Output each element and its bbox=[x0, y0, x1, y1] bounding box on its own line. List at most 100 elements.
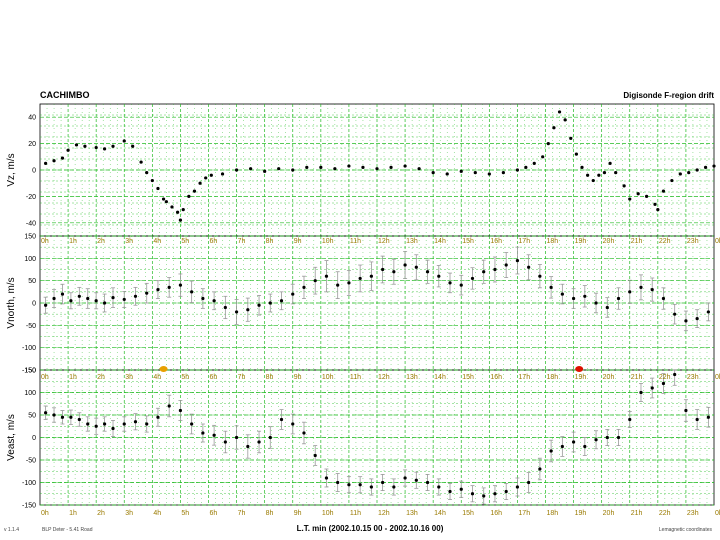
data-point bbox=[546, 142, 550, 146]
data-point bbox=[44, 303, 48, 307]
hour-tick-label: 8h bbox=[266, 510, 274, 517]
data-point bbox=[52, 413, 56, 417]
data-point bbox=[515, 168, 520, 172]
data-point bbox=[656, 208, 660, 212]
data-point bbox=[661, 296, 666, 301]
data-point bbox=[560, 292, 564, 296]
data-point bbox=[246, 444, 250, 449]
data-point bbox=[52, 296, 56, 301]
data-point bbox=[417, 167, 421, 171]
data-point bbox=[313, 279, 317, 283]
data-point bbox=[133, 294, 138, 298]
data-point bbox=[403, 476, 407, 480]
data-point bbox=[678, 172, 682, 176]
data-point bbox=[313, 453, 317, 458]
data-point bbox=[541, 155, 545, 159]
y-tick-label: -150 bbox=[22, 368, 36, 375]
y-tick-label: -100 bbox=[22, 345, 36, 352]
data-point bbox=[358, 276, 362, 281]
data-point bbox=[122, 422, 126, 426]
data-point bbox=[336, 283, 340, 287]
data-point bbox=[684, 408, 688, 413]
data-point bbox=[695, 317, 699, 321]
version-label: v 1.1.4 bbox=[4, 527, 19, 533]
hour-tick-label: 2h bbox=[97, 238, 105, 245]
data-point bbox=[431, 171, 435, 175]
data-point bbox=[459, 487, 463, 491]
data-point bbox=[414, 478, 418, 482]
data-point bbox=[246, 308, 250, 312]
data-point bbox=[83, 144, 87, 148]
data-point bbox=[102, 301, 107, 305]
data-point bbox=[437, 485, 441, 489]
data-point bbox=[212, 299, 216, 303]
y-tick-label: 100 bbox=[24, 390, 36, 397]
hour-tick-label: 6h bbox=[210, 238, 218, 245]
vz-panel: -40 -20 0 20 40 Vz, m/s bbox=[6, 103, 716, 237]
hour-tick-label: 16h bbox=[490, 238, 502, 245]
data-point bbox=[448, 489, 452, 494]
data-point bbox=[639, 390, 643, 395]
y-tick-label: 40 bbox=[28, 115, 36, 122]
data-point bbox=[571, 440, 576, 444]
hour-tick-label: 4h bbox=[153, 238, 161, 245]
data-point bbox=[501, 171, 505, 175]
hour-tick-label: 22h bbox=[659, 238, 671, 245]
data-point bbox=[425, 480, 430, 485]
hour-tick-label: 4h bbox=[153, 374, 161, 381]
data-point bbox=[201, 296, 205, 301]
hour-tick-label: 13h bbox=[406, 374, 418, 381]
data-point bbox=[616, 435, 621, 440]
data-point bbox=[594, 438, 598, 442]
hour-tick-label: 2h bbox=[97, 374, 105, 381]
y-tick-label: 0 bbox=[32, 435, 36, 442]
data-point bbox=[156, 288, 160, 292]
data-point bbox=[381, 267, 385, 272]
data-point bbox=[712, 164, 716, 168]
hour-tick-label: 0h bbox=[715, 510, 720, 517]
vnorth-panel: -150 -100 -50 0 50 100 150 Vnorth, m/s bbox=[6, 234, 715, 375]
y-tick-label: -50 bbox=[26, 458, 36, 465]
hour-tick-label: 17h bbox=[518, 510, 530, 517]
hour-tick-label: 5h bbox=[181, 510, 189, 517]
data-point bbox=[131, 144, 135, 148]
hour-tick-label: 3h bbox=[125, 238, 133, 245]
data-point bbox=[145, 171, 149, 175]
data-point bbox=[94, 145, 98, 150]
data-point bbox=[178, 283, 183, 287]
data-point bbox=[156, 415, 160, 419]
y-tick-label: 0 bbox=[32, 168, 36, 175]
data-point bbox=[574, 152, 578, 156]
data-point bbox=[487, 172, 491, 176]
data-point bbox=[482, 270, 486, 274]
hour-tick-label: 15h bbox=[462, 374, 474, 381]
sunset-marker bbox=[575, 366, 584, 372]
data-point bbox=[448, 281, 452, 285]
data-point bbox=[549, 449, 553, 453]
data-point bbox=[204, 176, 208, 180]
data-point bbox=[392, 270, 396, 274]
hour-tick-label: 4h bbox=[153, 510, 161, 517]
data-point bbox=[369, 274, 373, 278]
hour-tick-label: 11h bbox=[350, 510, 361, 517]
data-point bbox=[111, 296, 115, 300]
hour-tick-label: 22h bbox=[659, 374, 671, 381]
data-point bbox=[145, 291, 149, 295]
data-point bbox=[223, 440, 227, 444]
data-point bbox=[569, 136, 573, 140]
data-point bbox=[305, 165, 309, 169]
data-point bbox=[212, 433, 216, 437]
marker-layer bbox=[159, 366, 584, 372]
hour-tick-label: 9h bbox=[294, 510, 302, 517]
data-point bbox=[687, 171, 691, 175]
hour-tick-label: 10h bbox=[322, 374, 334, 381]
product-title: Digisonde F-region drift bbox=[623, 91, 714, 100]
data-point bbox=[639, 285, 643, 289]
hour-tick-label: 1h bbox=[69, 238, 77, 245]
data-point bbox=[473, 171, 477, 175]
hour-tick-label: 5h bbox=[181, 374, 189, 381]
data-point bbox=[538, 467, 542, 471]
y-tick-label: -50 bbox=[26, 323, 36, 330]
hour-tick-label: 22h bbox=[659, 510, 671, 517]
hour-tick-label: 13h bbox=[406, 510, 418, 517]
